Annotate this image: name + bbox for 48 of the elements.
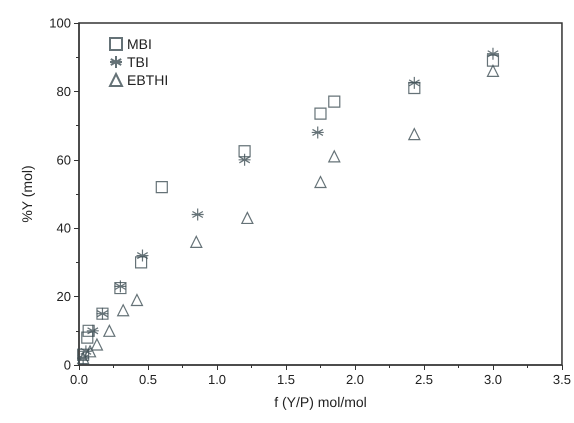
point — [328, 150, 340, 162]
x-tick-label: 3.0 — [484, 372, 502, 387]
legend-label: MBI — [127, 36, 152, 52]
y-tick-label: 60 — [56, 152, 71, 168]
point — [84, 345, 96, 358]
point — [238, 153, 252, 166]
point — [90, 338, 104, 351]
point — [314, 176, 327, 188]
point — [408, 82, 420, 94]
x-tick-label: 0.5 — [138, 372, 158, 387]
point — [314, 108, 327, 120]
point — [486, 54, 500, 67]
y-axis-title: %Y (mol) — [19, 165, 35, 223]
point — [134, 256, 148, 268]
y-tick-label: 80 — [56, 84, 71, 99]
point — [328, 96, 340, 108]
point — [241, 212, 254, 224]
point — [408, 76, 421, 90]
x-tick-label: 2.5 — [414, 372, 434, 387]
x-tick-label: 1.5 — [276, 372, 296, 387]
y-tick-label: 0 — [64, 358, 71, 372]
point — [190, 236, 202, 248]
x-tick-label: 2.0 — [346, 372, 364, 387]
point — [103, 324, 116, 337]
legend-label: EBTHI — [127, 72, 168, 88]
legend-label: TBI — [127, 54, 149, 70]
y-tick-label: 40 — [56, 220, 71, 236]
y-tick-label: 20 — [56, 289, 71, 304]
point — [136, 248, 150, 262]
point — [82, 324, 95, 337]
x-axis-title: f (Y/P) mol/mol — [274, 394, 367, 410]
point — [77, 348, 90, 361]
point — [117, 304, 130, 316]
x-tick-label: 3.5 — [552, 372, 572, 387]
x-tick-label: 1.0 — [208, 372, 226, 387]
y-tick-label: 100 — [49, 16, 71, 30]
point — [79, 344, 92, 358]
point — [81, 332, 94, 344]
point — [486, 64, 500, 77]
point — [238, 145, 251, 158]
point — [130, 294, 144, 306]
point — [86, 324, 100, 338]
x-tick-label: 0.0 — [70, 372, 88, 387]
point — [156, 181, 168, 194]
point — [486, 47, 500, 60]
point — [311, 126, 324, 140]
point — [191, 208, 204, 222]
point — [408, 128, 420, 140]
